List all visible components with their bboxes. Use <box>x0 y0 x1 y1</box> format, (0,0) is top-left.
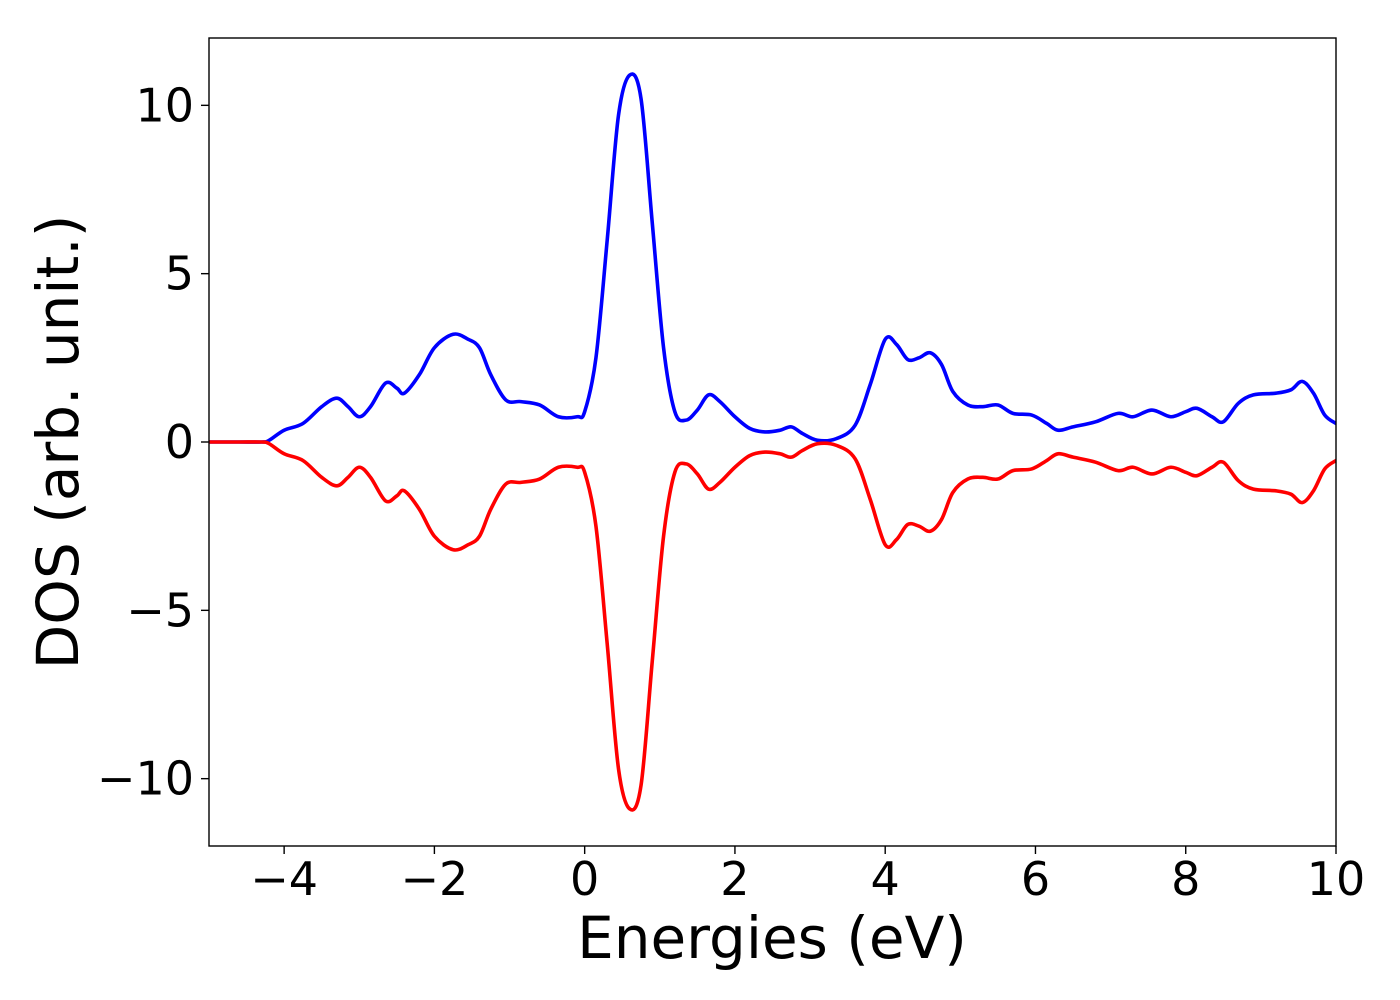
x-tick-label: −4 <box>250 852 318 906</box>
x-tick-label: 4 <box>871 852 900 906</box>
x-axis-label: Energies (eV) <box>577 904 967 972</box>
x-tick-label: −2 <box>400 852 468 906</box>
x-tick-label: 0 <box>570 852 599 906</box>
x-tick-label: 2 <box>720 852 749 906</box>
y-tick-label: −5 <box>126 583 194 637</box>
y-axis-label: DOS (arb. unit.) <box>24 215 92 670</box>
dos-red-series-line <box>209 440 1336 812</box>
y-axis-ticks: −10 −5 0 5 10 <box>97 78 209 806</box>
x-axis-ticks: −4 −2 0 2 4 6 8 10 <box>250 846 1365 906</box>
plot-frame <box>208 37 1337 847</box>
x-tick-label: 10 <box>1307 852 1366 906</box>
x-tick-label: 6 <box>1021 852 1050 906</box>
y-tick-label: 5 <box>165 247 194 301</box>
series-layer <box>209 72 1336 812</box>
y-tick-label: 10 <box>135 78 194 132</box>
y-tick-label: −10 <box>97 752 194 806</box>
y-tick-label: 0 <box>165 415 194 469</box>
x-tick-label: 8 <box>1171 852 1200 906</box>
dos-blue-series-line <box>209 72 1336 444</box>
